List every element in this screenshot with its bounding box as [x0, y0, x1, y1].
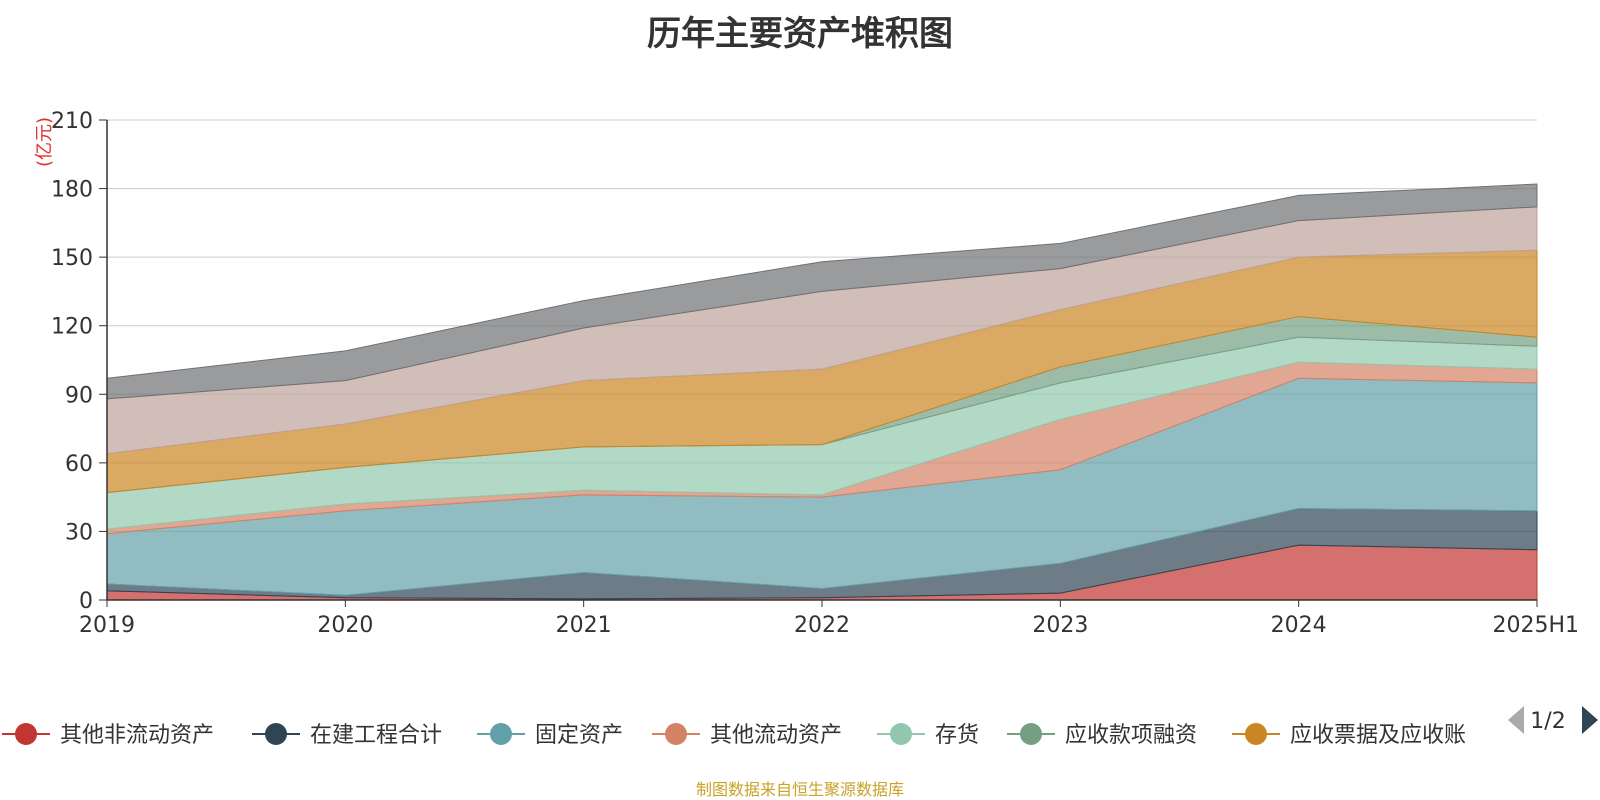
legend-label: 在建工程合计: [310, 723, 442, 748]
legend-marker: [665, 723, 687, 745]
y-tick-label: 0: [79, 589, 93, 614]
area-series-9: [106, 183, 1538, 400]
legend-marker: [1020, 723, 1042, 745]
stacked-areas: [106, 183, 1538, 601]
legend-label: 应收票据及应收账: [1290, 723, 1466, 748]
legend-label: 应收款项融资: [1065, 723, 1197, 748]
legend-page-indicator: 1/2: [1530, 709, 1565, 734]
legend-label: 固定资产: [535, 723, 623, 748]
legend-item[interactable]: 应收款项融资: [1007, 723, 1197, 748]
legend-marker: [15, 723, 37, 745]
x-tick-label: 2021: [556, 613, 612, 638]
y-tick-label: 30: [65, 520, 93, 545]
legend-item[interactable]: 在建工程合计: [252, 723, 442, 748]
y-tick-label: 120: [51, 315, 93, 340]
x-tick-label: 2025H1: [1492, 613, 1579, 638]
source-note: 制图数据来自恒生聚源数据库: [695, 780, 904, 799]
legend-item[interactable]: 固定资产: [477, 723, 623, 748]
legend-label: 存货: [935, 723, 979, 748]
legend-label: 其他非流动资产: [60, 723, 214, 748]
x-tick-label: 2023: [1032, 613, 1088, 638]
x-tick-label: 2022: [794, 613, 850, 638]
triangle-right-icon[interactable]: [1582, 706, 1598, 734]
x-tick-label: 2024: [1271, 613, 1327, 638]
y-tick-label: 180: [51, 178, 93, 203]
legend-marker: [890, 723, 912, 745]
legend-label: 其他流动资产: [710, 723, 842, 748]
x-tick-label: 2020: [317, 613, 373, 638]
y-axis-unit-label: (亿元): [34, 117, 55, 167]
y-tick-label: 90: [65, 383, 93, 408]
x-tick-label: 2019: [79, 613, 135, 638]
legend-pager: 1/2: [1508, 706, 1598, 734]
legend-item[interactable]: 存货: [877, 723, 979, 748]
legend-marker: [1245, 723, 1267, 745]
legend: 其他非流动资产 在建工程合计 固定资产 其他流动资产 存货 应收款项融资 应收票据及应收账: [2, 723, 1466, 748]
legend-marker: [265, 723, 287, 745]
axes: 0 30 60 90 120 150 180 210 2019 2020 2021 2022 2023 2…: [51, 109, 1579, 638]
legend-item[interactable]: 其他非流动资产: [2, 723, 214, 748]
y-tick-label: 150: [51, 246, 93, 271]
triangle-left-icon[interactable]: [1508, 706, 1524, 734]
y-tick-label: 210: [51, 109, 93, 134]
legend-item[interactable]: 应收票据及应收账: [1232, 723, 1466, 748]
chart-title: 历年主要资产堆积图: [647, 14, 953, 54]
y-tick-label: 60: [65, 452, 93, 477]
legend-item[interactable]: 其他流动资产: [652, 723, 842, 748]
legend-marker: [490, 723, 512, 745]
